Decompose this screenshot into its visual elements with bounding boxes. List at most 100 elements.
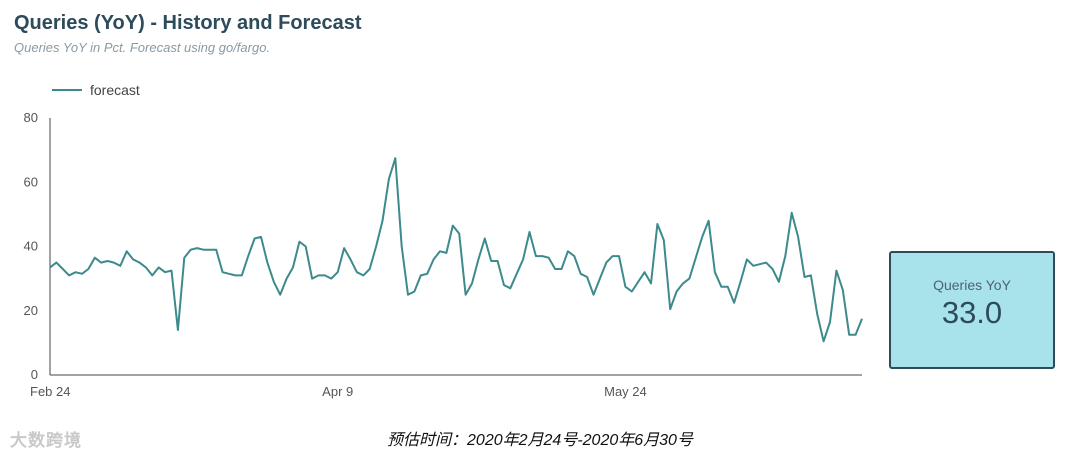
data-point: [113, 262, 115, 264]
data-point: [222, 271, 224, 273]
data-point: [81, 273, 83, 275]
data-point: [260, 236, 262, 238]
data-point: [298, 241, 300, 243]
data-point: [362, 274, 364, 276]
watermark-text: 大数跨境: [10, 431, 82, 450]
data-point: [835, 270, 837, 272]
data-point: [650, 282, 652, 284]
data-point: [158, 266, 160, 268]
data-point: [529, 231, 531, 233]
y-tick-label-20: 20: [24, 303, 38, 318]
data-point: [580, 273, 582, 275]
data-point: [465, 294, 467, 296]
data-point: [324, 274, 326, 276]
data-point: [215, 249, 217, 251]
data-point: [548, 257, 550, 259]
data-point: [535, 255, 537, 257]
data-point: [746, 258, 748, 260]
data-point: [356, 271, 358, 273]
y-tick-label-40: 40: [24, 239, 38, 254]
data-point: [266, 262, 268, 264]
data-point: [804, 276, 806, 278]
data-point: [132, 258, 134, 260]
data-point: [541, 255, 543, 257]
data-point: [375, 246, 377, 248]
y-tick-label-0: 0: [31, 367, 38, 382]
data-point: [605, 262, 607, 264]
data-point: [586, 276, 588, 278]
data-point: [567, 250, 569, 252]
data-point: [318, 274, 320, 276]
data-point: [855, 334, 857, 336]
data-point: [228, 273, 230, 275]
watermark-logo: 大数跨境: [10, 426, 82, 451]
data-point: [561, 268, 563, 270]
data-point: [273, 281, 275, 283]
kpi-label: Queries YoY: [933, 277, 1011, 293]
y-tick-label-80: 80: [24, 110, 38, 125]
data-point: [350, 258, 352, 260]
data-point: [420, 274, 422, 276]
data-point: [241, 274, 243, 276]
data-point: [752, 265, 754, 267]
y-tick-label-60: 60: [24, 174, 38, 189]
data-point: [701, 236, 703, 238]
data-point: [682, 282, 684, 284]
kpi-value: 33.0: [941, 295, 1003, 330]
data-point: [471, 282, 473, 284]
data-point: [369, 268, 371, 270]
data-point: [68, 274, 70, 276]
x-tick-label-2: May 24: [604, 384, 647, 399]
data-point: [497, 260, 499, 262]
data-point: [656, 223, 658, 225]
data-point: [669, 308, 671, 310]
data-point: [599, 278, 601, 280]
data-point: [861, 318, 863, 320]
kpi-scorecard: Queries YoY 33.0: [889, 251, 1055, 369]
x-tick-label-1: Apr 9: [322, 384, 353, 399]
data-point: [62, 268, 64, 270]
data-point: [49, 266, 51, 268]
data-point: [624, 286, 626, 288]
data-point: [100, 262, 102, 264]
data-point: [305, 246, 307, 248]
data-point: [503, 284, 505, 286]
data-point: [765, 262, 767, 264]
data-point: [733, 302, 735, 304]
data-point: [509, 287, 511, 289]
data-point: [477, 258, 479, 260]
data-point: [234, 274, 236, 276]
data-point: [720, 286, 722, 288]
data-point: [791, 212, 793, 214]
data-point: [695, 257, 697, 259]
data-point: [759, 263, 761, 265]
data-point: [816, 313, 818, 315]
legend: forecast: [52, 82, 140, 98]
data-point: [784, 255, 786, 257]
data-point: [452, 225, 454, 227]
data-point: [75, 271, 77, 273]
data-point: [573, 255, 575, 257]
data-point: [637, 281, 639, 283]
chart-title: Queries (YoY) - History and Forecast: [14, 12, 362, 34]
data-point: [490, 260, 492, 262]
data-point: [644, 271, 646, 273]
data-point: [516, 273, 518, 275]
data-point: [663, 239, 665, 241]
data-point: [439, 250, 441, 252]
data-point: [522, 258, 524, 260]
data-point: [823, 340, 825, 342]
data-point: [55, 262, 57, 264]
data-point: [139, 262, 141, 264]
data-point: [708, 220, 710, 222]
data-point: [311, 278, 313, 280]
data-point: [394, 157, 396, 159]
data-point: [171, 270, 173, 272]
data-point: [190, 249, 192, 251]
data-point: [286, 278, 288, 280]
series-line-forecast: [49, 157, 863, 343]
data-point: [445, 252, 447, 254]
data-point: [829, 321, 831, 323]
data-point: [484, 238, 486, 240]
data-point: [382, 220, 384, 222]
